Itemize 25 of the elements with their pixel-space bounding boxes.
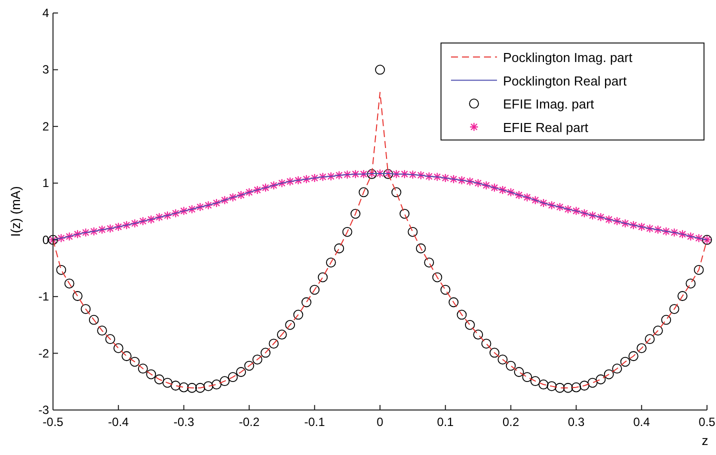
legend-label: EFIE Real part [503, 120, 589, 135]
y-tick-label: -3 [38, 403, 50, 417]
x-tick-label: 0.2 [502, 415, 520, 429]
y-tick-label: 1 [42, 176, 50, 190]
y-tick-label: 0 [42, 232, 50, 247]
y-tick-label: 3 [42, 62, 50, 77]
x-tick-label: 0.4 [633, 415, 650, 429]
x-tick-label: 0.3 [568, 415, 585, 429]
y-tick-label: 2 [42, 119, 50, 134]
x-tick-label: -0.2 [238, 415, 260, 429]
x-tick-label: 0.5 [698, 415, 716, 429]
legend-label: Pocklington Imag. part [503, 50, 633, 65]
x-tick-label: -0.3 [173, 415, 194, 429]
x-tick-label: -0.5 [42, 415, 64, 429]
x-tick-label: 0.1 [437, 415, 454, 429]
x-tick-label: 0 [376, 415, 384, 429]
x-tick-label: -0.1 [304, 415, 326, 429]
y-tick-label: -1 [38, 290, 50, 304]
legend-label: Pocklington Real part [503, 73, 627, 88]
x-axis-title: z [702, 433, 708, 448]
y-tick-label: 4 [42, 6, 50, 20]
legend-label: EFIE Imag. part [503, 96, 594, 112]
y-tick-label: -2 [38, 346, 50, 360]
x-tick-label: -0.4 [108, 415, 130, 429]
y-axis-title: I(z) (mA) [8, 186, 23, 237]
